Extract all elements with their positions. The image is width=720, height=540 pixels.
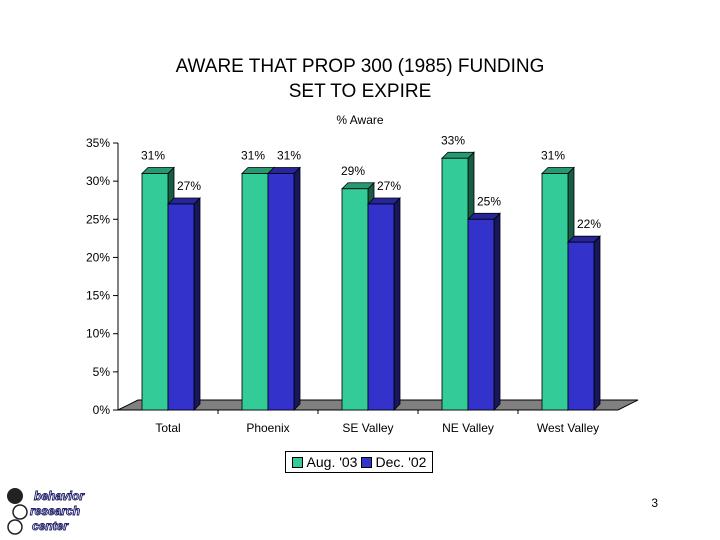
bar-dec-02-ne-valley-side [493,212,501,411]
bar-aug-03-se-valley-top [341,182,375,190]
bar-aug-03-west-valley [541,173,569,411]
chart-legend: Aug. '03 Dec. '02 [285,451,433,473]
behavior-research-center-logo: behavior research center [7,488,86,535]
y-tick-label: 5% [93,365,111,379]
bar-dec-02-total [167,203,195,411]
x-tick-label-ne-valley: NE Valley [442,421,494,435]
bar-aug-03-se-valley [341,188,369,411]
data-label-aug-03-phoenix: 31% [241,149,265,163]
bar-dec-02-phoenix [267,173,295,411]
y-tick-label: 0% [93,403,111,417]
bar-dec-02-ne-valley-top [467,212,501,220]
data-label-aug-03-west-valley: 31% [541,149,565,163]
bar-aug-03-west-valley-top [541,167,575,174]
chart-title-line-1: AWARE THAT PROP 300 (1985) FUNDING [175,56,545,77]
legend-item-dec-02: Dec. '02 [360,454,427,470]
data-label-dec-02-ne-valley: 25% [477,194,501,208]
y-tick-label: 15% [86,289,110,303]
bar-dec-02-se-valley [367,203,395,411]
svg-text:behavior: behavior [34,489,85,503]
bar-dec-02-phoenix-side [293,166,301,411]
bar-aug-03-ne-valley [441,157,469,411]
chart-title-line-2: SET TO EXPIRE [288,81,432,102]
data-label-dec-02-phoenix: 31% [277,149,301,163]
svg-text:center: center [32,519,69,533]
bar-dec-02-west-valley [567,241,595,411]
legend-item-aug-03: Aug. '03 [291,454,358,470]
legend-swatch-dec-02 [360,456,372,468]
bar-dec-02-se-valley-top [367,197,401,205]
bar-dec-02-west-valley-top [567,235,601,243]
data-label-dec-02-se-valley: 27% [377,179,401,193]
page-number: 3 [651,496,658,510]
data-label-aug-03-total: 31% [141,149,165,163]
bar-chart: % Aware 0% 5% 10% 15% 20% 25% 30% 35% Total 31% 27%… [86,113,639,435]
y-tick-label: 35% [86,136,110,150]
data-label-dec-02-total: 27% [177,179,201,193]
y-tick-label: 20% [86,250,110,264]
data-label-aug-03-ne-valley: 33% [441,133,465,147]
x-tick-label-phoenix: Phoenix [246,421,289,435]
bar-dec-02-se-valley-side [393,197,401,411]
bar-dec-02-total-top [167,197,201,205]
legend-label-aug-03: Aug. '03 [306,454,358,470]
bar-dec-02-west-valley-side [593,235,601,411]
bar-dec-02-phoenix-top [267,167,301,174]
y-tick-label: 10% [86,327,110,341]
x-tick-label-se-valley: SE Valley [342,421,393,435]
data-label-aug-03-se-valley: 29% [341,164,365,178]
data-label-dec-02-west-valley: 22% [577,217,601,231]
svg-text:research: research [30,504,80,518]
y-tick-label: 25% [86,212,110,226]
y-tick-label: 30% [86,174,110,188]
bar-aug-03-total [141,173,169,411]
legend-label-dec-02: Dec. '02 [375,454,427,470]
x-tick-label-west-valley: West Valley [537,421,599,435]
chart-title: AWARE THAT PROP 300 (1985) FUNDING SET T… [0,54,720,104]
bar-aug-03-phoenix [241,173,269,411]
bar-dec-02-ne-valley [467,218,495,411]
chart-subtitle: % Aware [336,113,383,127]
bar-aug-03-ne-valley-top [441,151,475,159]
bar-aug-03-total-top [141,167,175,174]
legend-swatch-aug-03 [291,456,303,468]
bar-dec-02-total-side [193,197,201,411]
x-tick-label-total: Total [155,421,180,435]
